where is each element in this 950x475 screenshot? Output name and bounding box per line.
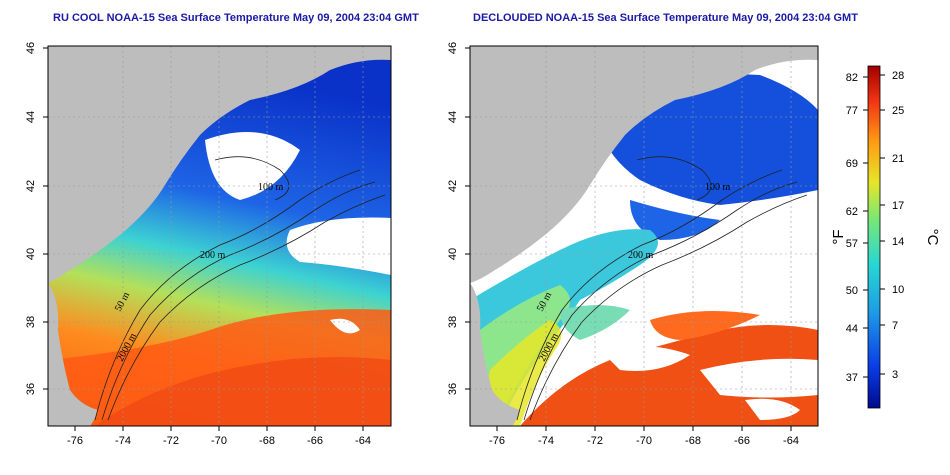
- colorbar-c-label: 14: [892, 236, 904, 248]
- colorbar-f-label: 57: [846, 238, 858, 250]
- colorbar-c-label: 7: [892, 320, 898, 332]
- lat-tick-label: 42: [447, 180, 459, 192]
- contour-label-100m: 100 m: [705, 182, 731, 193]
- contour-label-200m: 200 m: [200, 250, 226, 261]
- panel-right-title: DECLOUDED NOAA-15 Sea Surface Temperatur…: [473, 12, 858, 24]
- land-mass: [48, 46, 391, 283]
- contour-2000m: [529, 194, 808, 421]
- panel-left-lat-ticks: 36 38 40 42 44 46: [25, 42, 37, 395]
- colorbar-unit-fahrenheit: °F: [830, 229, 847, 244]
- lat-lon-grid: [470, 46, 818, 426]
- contour-label-200m: 200 m: [628, 250, 654, 261]
- colorbar-unit-celsius: °C: [924, 229, 941, 246]
- lon-tick-label: -74: [115, 435, 131, 447]
- cloud-region: [600, 346, 690, 371]
- lon-tick-label: -72: [163, 435, 179, 447]
- colorbar-f-label: 50: [846, 285, 858, 297]
- lat-tick-label: 42: [25, 180, 37, 192]
- lon-tick-label: -70: [636, 435, 652, 447]
- colorbar-f-label: 77: [846, 105, 858, 117]
- panel-right-map: 50 m 200 m 2000 m 100 m -76: [447, 42, 819, 447]
- lat-tick-label: 44: [25, 111, 37, 123]
- colorbar-f-label: 37: [846, 372, 858, 384]
- lat-tick-label: 38: [447, 316, 459, 328]
- lon-tick-label: -64: [783, 435, 799, 447]
- colorbar-c-label: 28: [892, 70, 904, 82]
- lon-tick-label: -68: [259, 435, 275, 447]
- contour-50m: [94, 169, 361, 421]
- lat-tick-label: 40: [447, 248, 459, 260]
- panel-right-lat-ticks: 36 38 40 42 44 46: [447, 42, 459, 395]
- lon-tick-label: -68: [685, 435, 701, 447]
- contour-200m: [101, 181, 376, 421]
- lat-tick-label: 46: [447, 42, 459, 54]
- temperature-colorbar: 82 77 69 62 57 50 44 37 28 25 21 17 14 1…: [830, 65, 941, 409]
- lon-tick-label: -66: [734, 435, 750, 447]
- colorbar-f-label: 44: [846, 323, 858, 335]
- lat-tick-label: 38: [25, 316, 37, 328]
- panel-right-lon-ticks: -76 -74 -72 -70 -68 -66 -64: [489, 435, 799, 447]
- panel-left-lon-ticks: -76 -74 -72 -70 -68 -66 -64: [67, 435, 371, 447]
- contour-50m: [516, 169, 783, 421]
- lon-tick-label: -66: [307, 435, 323, 447]
- lat-tick-label: 36: [447, 383, 459, 395]
- lat-tick-label: 40: [25, 248, 37, 260]
- lon-tick-label: -76: [489, 435, 505, 447]
- colorbar-f-label: 69: [846, 158, 858, 170]
- colorbar-c-label: 10: [892, 284, 904, 296]
- contour-label-100m: 100 m: [258, 182, 284, 193]
- contour-2000m: [107, 194, 386, 421]
- lat-lon-grid: [48, 46, 391, 426]
- lon-tick-label: -64: [355, 435, 371, 447]
- lon-tick-label: -70: [211, 435, 227, 447]
- panel-left-map: 50 m 200 m 2000 m 100 m: [25, 42, 392, 447]
- colorbar-c-label: 25: [892, 105, 904, 117]
- colorbar-c-label: 17: [892, 200, 904, 212]
- colorbar-f-label: 82: [846, 72, 858, 84]
- panel-left-title: RU COOL NOAA-15 Sea Surface Temperature …: [53, 12, 419, 24]
- colorbar-f-label: 62: [846, 206, 858, 218]
- lat-tick-label: 36: [25, 383, 37, 395]
- contour-200m: [523, 181, 798, 421]
- colorbar-gradient: [867, 65, 881, 409]
- lon-tick-label: -74: [538, 435, 554, 447]
- lat-tick-label: 44: [447, 111, 459, 123]
- cloud-region: [286, 217, 391, 275]
- land-mass: [470, 46, 818, 283]
- lon-tick-label: -72: [587, 435, 603, 447]
- gulf-stream-region: [520, 325, 818, 426]
- lat-tick-label: 46: [25, 42, 37, 54]
- lon-tick-label: -76: [67, 435, 83, 447]
- colorbar-c-label: 21: [892, 153, 904, 165]
- colorbar-c-label: 3: [892, 369, 898, 381]
